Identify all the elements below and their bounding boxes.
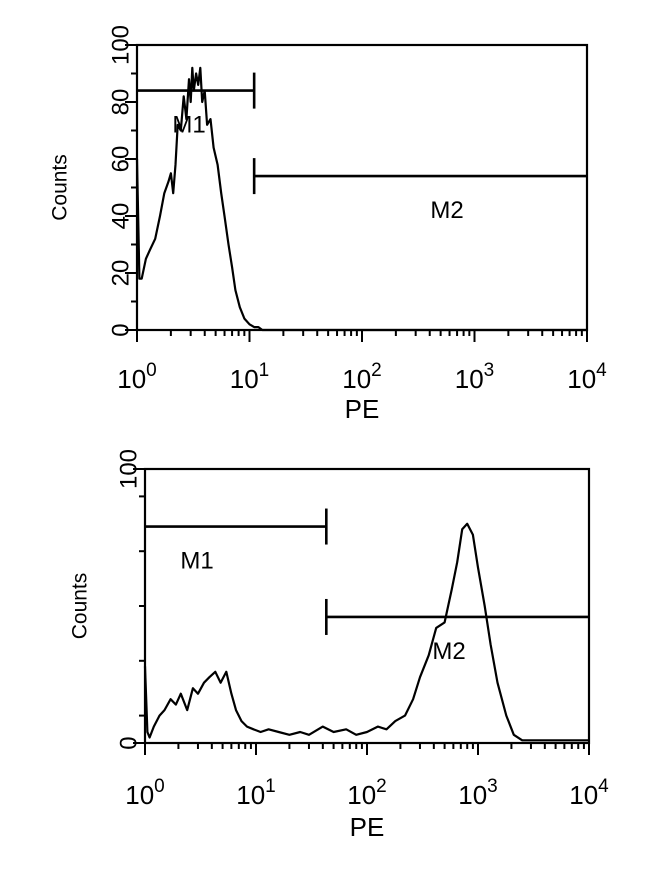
x-tick-label: 102 bbox=[347, 776, 387, 810]
plot-frame bbox=[135, 43, 589, 332]
x-tick-label: 100 bbox=[117, 360, 157, 394]
marker-m1: M1 bbox=[137, 72, 256, 139]
x-tick-label: 103 bbox=[455, 360, 495, 394]
marker-label: M2 bbox=[430, 197, 463, 224]
marker-m1: M1 bbox=[145, 508, 328, 575]
x-tick-label: 101 bbox=[230, 360, 270, 394]
x-tick-label: 104 bbox=[569, 776, 609, 810]
y-axis-label: Counts bbox=[49, 154, 72, 221]
x-axis-label: PE bbox=[345, 394, 380, 424]
marker-m2: M2 bbox=[252, 158, 587, 224]
y-axis-label: Counts bbox=[69, 573, 92, 640]
y-tick-label: 0 bbox=[108, 323, 135, 336]
y-tick-label: 0 bbox=[116, 736, 143, 749]
y-tick-label: 80 bbox=[108, 89, 135, 116]
y-tick-label: 40 bbox=[108, 203, 135, 230]
histogram-line bbox=[143, 522, 589, 742]
y-tick-label: 20 bbox=[108, 260, 135, 287]
marker-label: M1 bbox=[172, 112, 205, 139]
x-tick-label: 103 bbox=[458, 776, 498, 810]
histogram-panel-1: 0 20 40 60 80 100 100 101 102 103 104 PE Counts M1 M2 bbox=[49, 25, 608, 424]
x-tick-label: 102 bbox=[342, 360, 382, 394]
x-axis-label: PE bbox=[350, 812, 385, 842]
marker-label: M1 bbox=[180, 548, 213, 575]
y-tick-label: 100 bbox=[116, 449, 143, 489]
marker-label: M2 bbox=[432, 638, 465, 665]
y-tick-label: 60 bbox=[108, 146, 135, 173]
marker-m2: M2 bbox=[325, 598, 589, 665]
x-tick-label: 100 bbox=[125, 776, 165, 810]
histogram-line bbox=[135, 66, 587, 332]
x-tick-label: 104 bbox=[567, 360, 607, 394]
x-tick-label: 101 bbox=[236, 776, 276, 810]
y-tick-label: 100 bbox=[108, 25, 135, 65]
plot-frame bbox=[143, 467, 591, 745]
histogram-panel-2: 0 100 100 101 102 103 104 PE Counts M1 M2 bbox=[69, 449, 610, 842]
